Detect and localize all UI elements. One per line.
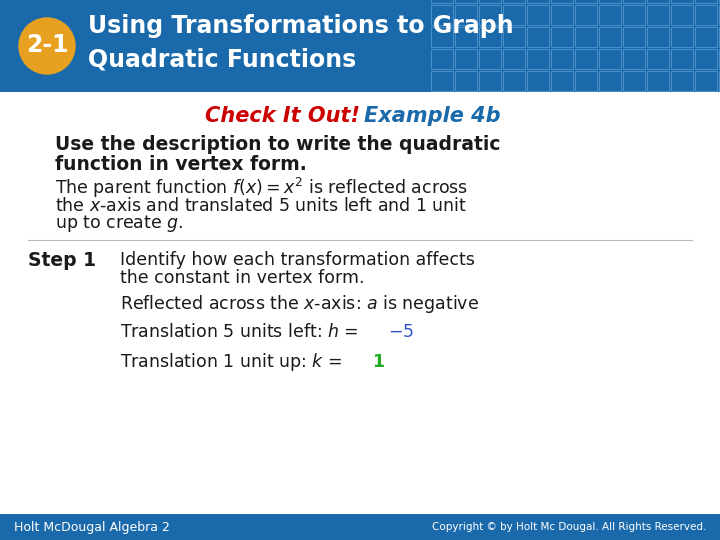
Bar [455, 49, 477, 69]
Text: The parent function $f(x) = x^2$ is reflected across: The parent function $f(x) = x^2$ is refl… [55, 176, 468, 200]
Bar [623, 71, 645, 91]
Bar [455, 0, 477, 3]
Text: Holt McDougal Algebra 2: Holt McDougal Algebra 2 [14, 521, 170, 534]
Text: up to create $g$.: up to create $g$. [55, 213, 184, 234]
Bar [431, 27, 453, 47]
Bar [575, 71, 597, 91]
Bar [455, 27, 477, 47]
Text: function in vertex form.: function in vertex form. [55, 154, 307, 173]
Bar [719, 71, 720, 91]
Bar [479, 49, 501, 69]
Bar [647, 0, 669, 3]
Text: 2-1: 2-1 [26, 33, 68, 57]
Bar [695, 49, 717, 69]
Bar [0, 514, 720, 540]
Bar [575, 49, 597, 69]
Text: Translation 5 units left: $h$ =: Translation 5 units left: $h$ = [120, 323, 361, 341]
Bar [527, 0, 549, 3]
Bar [647, 49, 669, 69]
Bar [671, 0, 693, 3]
Bar [695, 27, 717, 47]
Bar [479, 0, 501, 3]
Bar [623, 5, 645, 25]
Bar [599, 27, 621, 47]
Text: Copyright © by Holt Mc Dougal. All Rights Reserved.: Copyright © by Holt Mc Dougal. All Right… [431, 522, 706, 532]
Circle shape [19, 18, 75, 74]
Bar [623, 0, 645, 3]
Text: Step 1: Step 1 [28, 251, 96, 269]
Bar [527, 71, 549, 91]
Bar [455, 71, 477, 91]
Bar [479, 71, 501, 91]
Bar [623, 49, 645, 69]
Bar [527, 27, 549, 47]
Bar [575, 27, 597, 47]
Text: $-5$: $-5$ [388, 323, 414, 341]
Text: Reflected across the $x$-axis: $a$ is negative: Reflected across the $x$-axis: $a$ is ne… [120, 293, 479, 315]
Bar [527, 49, 549, 69]
Text: the constant in vertex form.: the constant in vertex form. [120, 269, 364, 287]
Text: Example 4b: Example 4b [364, 106, 500, 126]
Bar [431, 0, 453, 3]
Bar [575, 0, 597, 3]
Bar [551, 0, 573, 3]
Bar [551, 27, 573, 47]
Text: Quadratic Functions: Quadratic Functions [88, 48, 356, 72]
Text: Check It Out!: Check It Out! [205, 106, 360, 126]
Bar [455, 5, 477, 25]
Bar [503, 49, 525, 69]
Bar [599, 71, 621, 91]
Bar [431, 71, 453, 91]
Bar [599, 5, 621, 25]
Bar [647, 27, 669, 47]
Bar [719, 49, 720, 69]
Bar [719, 0, 720, 3]
Bar [503, 0, 525, 3]
Bar [695, 0, 717, 3]
Text: Translation 1 unit up: $k$ =: Translation 1 unit up: $k$ = [120, 351, 344, 373]
Bar [719, 5, 720, 25]
Text: Using Transformations to Graph: Using Transformations to Graph [88, 14, 513, 38]
Bar [479, 27, 501, 47]
Bar [575, 5, 597, 25]
Bar [551, 5, 573, 25]
Bar [671, 5, 693, 25]
Bar [0, 0, 720, 92]
Bar [599, 49, 621, 69]
Bar [431, 49, 453, 69]
Text: Identify how each transformation affects: Identify how each transformation affects [120, 251, 475, 269]
Bar [479, 5, 501, 25]
Bar [527, 5, 549, 25]
Text: 1: 1 [372, 353, 384, 371]
Bar [647, 5, 669, 25]
Bar [647, 71, 669, 91]
Bar [623, 27, 645, 47]
Bar [671, 49, 693, 69]
Bar [695, 71, 717, 91]
Bar [503, 27, 525, 47]
Bar [503, 5, 525, 25]
Bar [671, 27, 693, 47]
Bar [551, 71, 573, 91]
Bar [719, 27, 720, 47]
Bar [695, 5, 717, 25]
Bar [431, 5, 453, 25]
Text: the $x$-axis and translated 5 units left and 1 unit: the $x$-axis and translated 5 units left… [55, 197, 467, 215]
Bar [551, 49, 573, 69]
Bar [599, 0, 621, 3]
Bar [671, 71, 693, 91]
Text: Use the description to write the quadratic: Use the description to write the quadrat… [55, 136, 500, 154]
Bar [503, 71, 525, 91]
